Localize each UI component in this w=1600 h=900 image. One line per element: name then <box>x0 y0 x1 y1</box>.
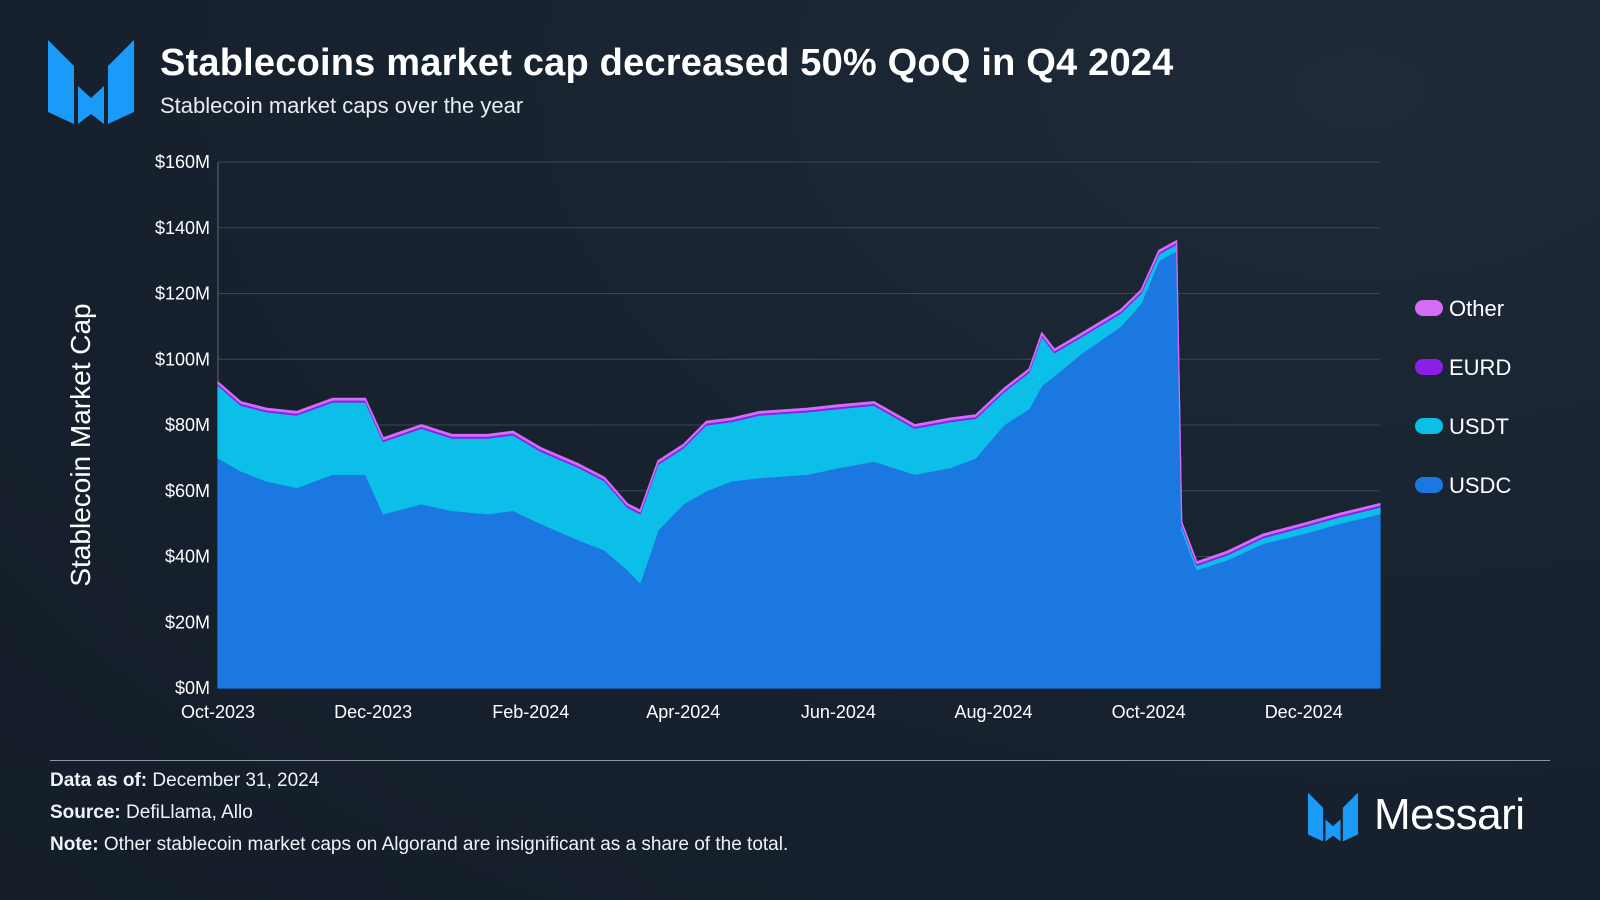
page-subtitle: Stablecoin market caps over the year <box>160 93 524 118</box>
data-as-of-label: Data as of: <box>50 770 148 791</box>
messari-brand-icon <box>1308 792 1358 842</box>
x-tick-label: Aug-2024 <box>954 702 1032 722</box>
area-other <box>217 240 1381 564</box>
messari-logo-icon <box>48 40 134 124</box>
y-tick-label: $120M <box>155 284 210 304</box>
legend-label-usdt: USDT <box>1449 414 1509 439</box>
y-tick-label: $80M <box>165 415 210 435</box>
stacked-area-chart: $0M$20M$40M$60M$80M$100M$120M$140M$160M … <box>65 152 1511 722</box>
x-axis: Oct-2023 Dec-2023 Feb-2024 Apr-2024 Jun-2024… <box>181 702 1343 722</box>
source-label: Source: <box>50 802 121 823</box>
y-tick-label: $40M <box>165 547 210 567</box>
x-tick-label: Jun-2024 <box>801 702 876 722</box>
page-title: Stablecoins market cap decreased 50% QoQ… <box>160 42 1174 84</box>
y-tick-label: $140M <box>155 218 210 238</box>
data-as-of-line: Data as of: December 31, 2024 <box>50 770 319 792</box>
legend-swatch-other <box>1415 300 1443 316</box>
messari-brand: Messari <box>1308 790 1558 846</box>
x-tick-label: Apr-2024 <box>646 702 720 722</box>
y-tick-label: $160M <box>155 152 210 172</box>
legend-swatch-usdt <box>1415 418 1443 434</box>
legend-label-other: Other <box>1449 296 1504 321</box>
legend-label-usdc: USDC <box>1449 473 1511 498</box>
note-label: Note: <box>50 834 99 855</box>
source-value: DefiLlama, Allo <box>120 802 253 823</box>
legend: Other EURD USDT USDC <box>1415 296 1511 498</box>
y-tick-label: $0M <box>175 678 210 698</box>
x-tick-label: Oct-2023 <box>181 702 255 722</box>
data-as-of-value: December 31, 2024 <box>147 770 320 791</box>
x-tick-label: Oct-2024 <box>1112 702 1186 722</box>
brand-name: Messari <box>1374 790 1525 839</box>
y-tick-label: $60M <box>165 481 210 501</box>
source-line: Source: DefiLlama, Allo <box>50 802 253 824</box>
note-line: Note: Other stablecoin market caps on Al… <box>50 834 788 856</box>
note-value: Other stablecoin market caps on Algorand… <box>98 834 789 855</box>
x-tick-label: Dec-2023 <box>334 702 412 722</box>
x-tick-label: Dec-2024 <box>1265 702 1343 722</box>
y-axis-label: Stablecoin Market Cap <box>65 303 96 586</box>
y-tick-label: $20M <box>165 612 210 632</box>
legend-swatch-eurd <box>1415 359 1443 375</box>
footer-divider <box>50 760 1550 761</box>
y-axis: $0M $20M $40M $60M $80M $100M $120M $140M $160M <box>155 152 210 698</box>
legend-swatch-usdc <box>1415 477 1443 493</box>
x-tick-label: Feb-2024 <box>492 702 569 722</box>
legend-label-eurd: EURD <box>1449 355 1511 380</box>
area-series <box>217 240 1381 689</box>
y-tick-label: $100M <box>155 349 210 369</box>
